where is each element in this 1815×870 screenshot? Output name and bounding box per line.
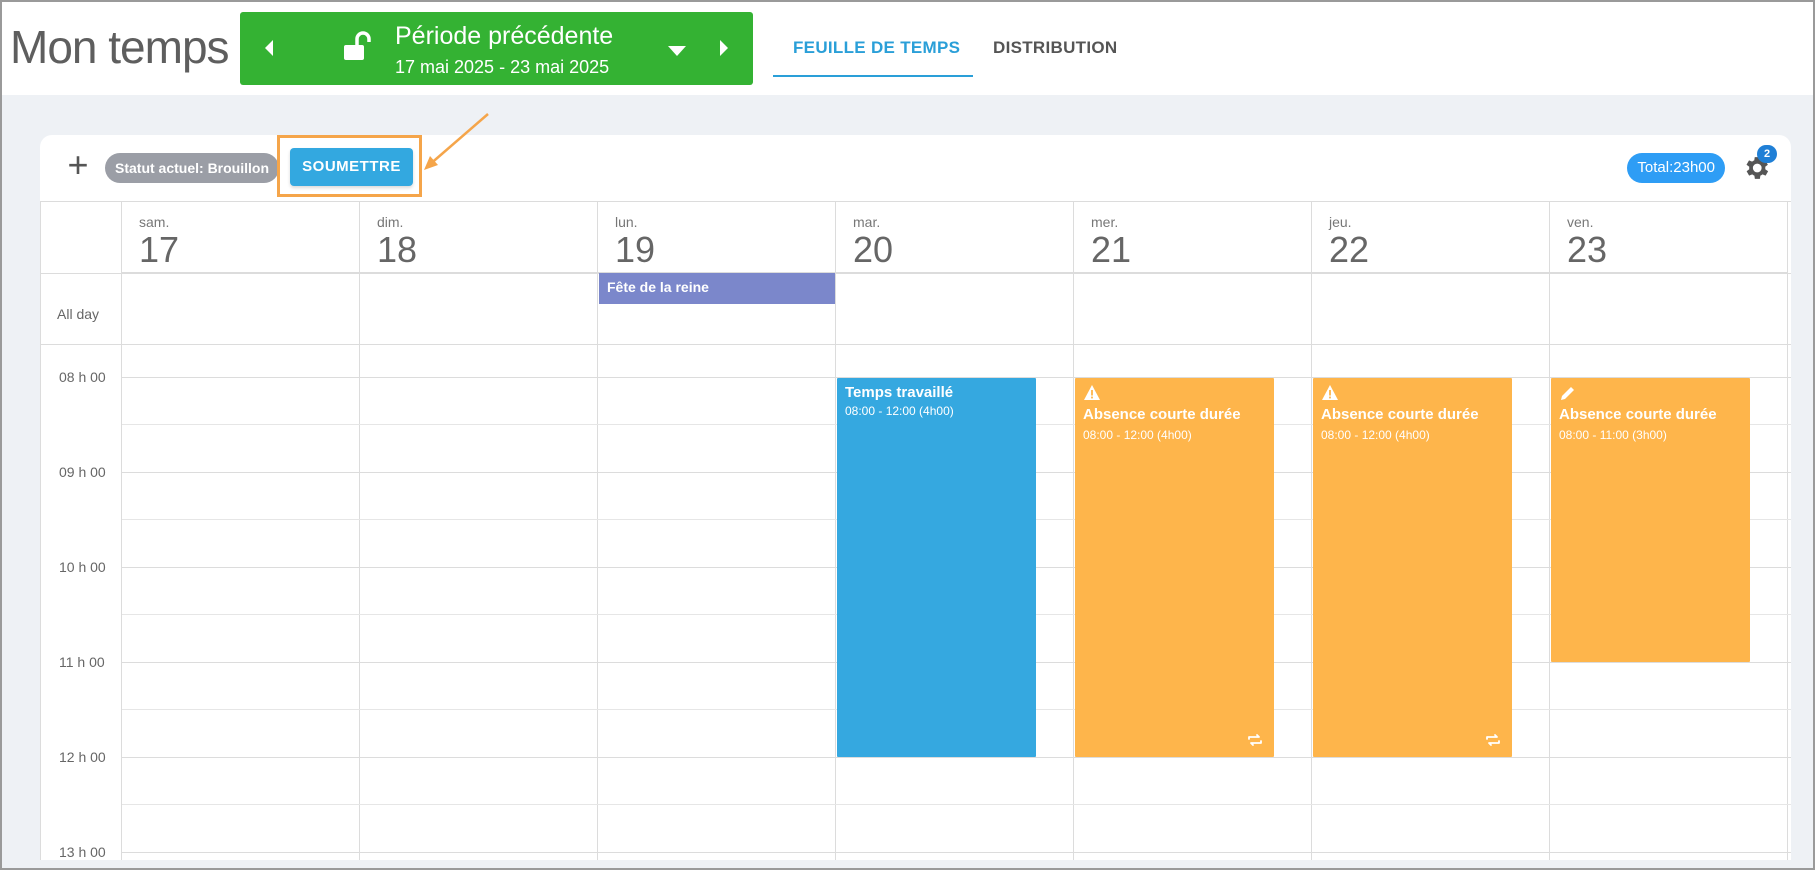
day-number: 17 bbox=[139, 229, 180, 270]
day-header: mar. 20 bbox=[836, 202, 1073, 273]
tab-timesheet[interactable]: FEUILLE DE TEMPS bbox=[793, 38, 961, 57]
day-column[interactable]: lun. 19 bbox=[598, 202, 836, 860]
day-header: jeu. 22 bbox=[1312, 202, 1549, 273]
page-title: Mon temps bbox=[10, 21, 230, 73]
day-header: ven. 23 bbox=[1550, 202, 1787, 273]
event-time: 08:00 - 11:00 (3h00) bbox=[1559, 428, 1667, 442]
period-range: 17 mai 2025 - 23 mai 2025 bbox=[395, 57, 610, 77]
allday-label: All day bbox=[57, 306, 100, 322]
tab-distribution[interactable]: DISTRIBUTION bbox=[993, 38, 1118, 57]
app-header: Mon temps Période précédente 17 mai 2025… bbox=[0, 0, 1815, 95]
day-number: 19 bbox=[615, 229, 656, 270]
time-gutter bbox=[41, 202, 122, 860]
day-column[interactable]: mar. 20 bbox=[836, 202, 1074, 860]
chevron-left-icon[interactable] bbox=[258, 36, 282, 60]
warning-icon bbox=[1322, 385, 1338, 400]
period-label: Période précédente bbox=[395, 22, 614, 50]
event-time: 08:00 - 12:00 (4h00) bbox=[1083, 428, 1192, 442]
day-name: lun. bbox=[615, 214, 638, 230]
hour-label: 09 h 00 bbox=[59, 464, 106, 480]
hour-label: 12 h 00 bbox=[59, 749, 106, 765]
chevron-right-icon[interactable] bbox=[711, 36, 735, 60]
day-header: lun. 19 bbox=[598, 202, 835, 273]
warning-icon bbox=[1084, 385, 1100, 400]
event-title: Absence courte durée bbox=[1559, 406, 1717, 423]
event-title: Temps travaillé bbox=[845, 384, 954, 401]
day-column[interactable]: dim. 18 bbox=[360, 202, 598, 860]
day-header: dim. 18 bbox=[360, 202, 597, 273]
day-name: sam. bbox=[139, 214, 170, 230]
grid-line bbox=[122, 852, 1791, 853]
day-name: mar. bbox=[853, 214, 881, 230]
lock-open-icon bbox=[344, 31, 371, 60]
submit-button[interactable]: SOUMETTRE bbox=[290, 148, 413, 186]
day-name: jeu. bbox=[1329, 214, 1352, 230]
repeat-icon bbox=[1248, 734, 1262, 746]
status-badge: Statut actuel: Brouillon bbox=[105, 153, 279, 183]
active-tab-indicator bbox=[773, 75, 973, 77]
day-number: 18 bbox=[377, 229, 418, 270]
day-name: mer. bbox=[1091, 214, 1119, 230]
add-entry-button[interactable]: + bbox=[67, 144, 89, 185]
notification-count-badge: 2 bbox=[1757, 145, 1777, 163]
repeat-icon bbox=[1486, 734, 1500, 746]
day-number: 21 bbox=[1091, 229, 1132, 270]
event-title: Absence courte durée bbox=[1083, 406, 1241, 423]
hour-label: 13 h 00 bbox=[59, 844, 106, 860]
day-number: 20 bbox=[853, 229, 894, 270]
annotation-arrow-icon bbox=[424, 113, 489, 170]
header-divider bbox=[41, 273, 1791, 274]
timesheet-toolbar: + Statut actuel: Brouillon SOUMETTRE Tot… bbox=[40, 135, 1791, 201]
day-name: ven. bbox=[1567, 214, 1594, 230]
day-column[interactable]: sam. 17 bbox=[122, 202, 360, 860]
day-column[interactable]: mer. 21 bbox=[1074, 202, 1312, 860]
day-name: dim. bbox=[377, 214, 404, 230]
holiday-event[interactable]: Fête de la reine bbox=[599, 273, 835, 304]
calendar-event[interactable]: Absence courte durée 08:00 - 12:00 (4h00… bbox=[1313, 378, 1512, 757]
submit-highlight-box bbox=[277, 135, 422, 197]
calendar-event[interactable]: Temps travaillé 08:00 - 12:00 (4h00) bbox=[837, 378, 1036, 757]
chevron-down-icon[interactable] bbox=[665, 42, 689, 60]
calendar-event[interactable]: Absence courte durée 08:00 - 12:00 (4h00… bbox=[1075, 378, 1274, 757]
timesheet-panel: + Statut actuel: Brouillon SOUMETTRE Tot… bbox=[40, 135, 1791, 860]
event-title: Absence courte durée bbox=[1321, 406, 1479, 423]
day-header: mer. 21 bbox=[1074, 202, 1311, 273]
day-column[interactable]: jeu. 22 bbox=[1312, 202, 1550, 860]
allday-divider bbox=[41, 344, 1791, 345]
hour-label: 11 h 00 bbox=[59, 654, 105, 670]
day-header: sam. 17 bbox=[122, 202, 359, 273]
period-selector[interactable]: Période précédente 17 mai 2025 - 23 mai … bbox=[240, 12, 753, 85]
calendar-event[interactable]: Absence courte durée 08:00 - 11:00 (3h00… bbox=[1551, 378, 1750, 662]
event-time: 08:00 - 12:00 (4h00) bbox=[845, 404, 954, 418]
grid-line bbox=[122, 804, 1791, 805]
hour-label: 08 h 00 bbox=[59, 369, 106, 385]
day-column[interactable]: ven. 23 bbox=[1550, 202, 1788, 860]
total-badge: Total:23h00 bbox=[1627, 153, 1725, 183]
grid-line bbox=[122, 757, 1791, 758]
day-number: 22 bbox=[1329, 229, 1370, 270]
week-calendar: sam. 17 dim. 18 lun. 19 mar. 20 mer. bbox=[40, 201, 1791, 860]
hour-label: 10 h 00 bbox=[59, 559, 106, 575]
holiday-title: Fête de la reine bbox=[607, 279, 709, 295]
event-time: 08:00 - 12:00 (4h00) bbox=[1321, 428, 1430, 442]
pencil-icon bbox=[1561, 387, 1574, 400]
day-number: 23 bbox=[1567, 229, 1608, 270]
grid-line bbox=[122, 377, 1791, 378]
